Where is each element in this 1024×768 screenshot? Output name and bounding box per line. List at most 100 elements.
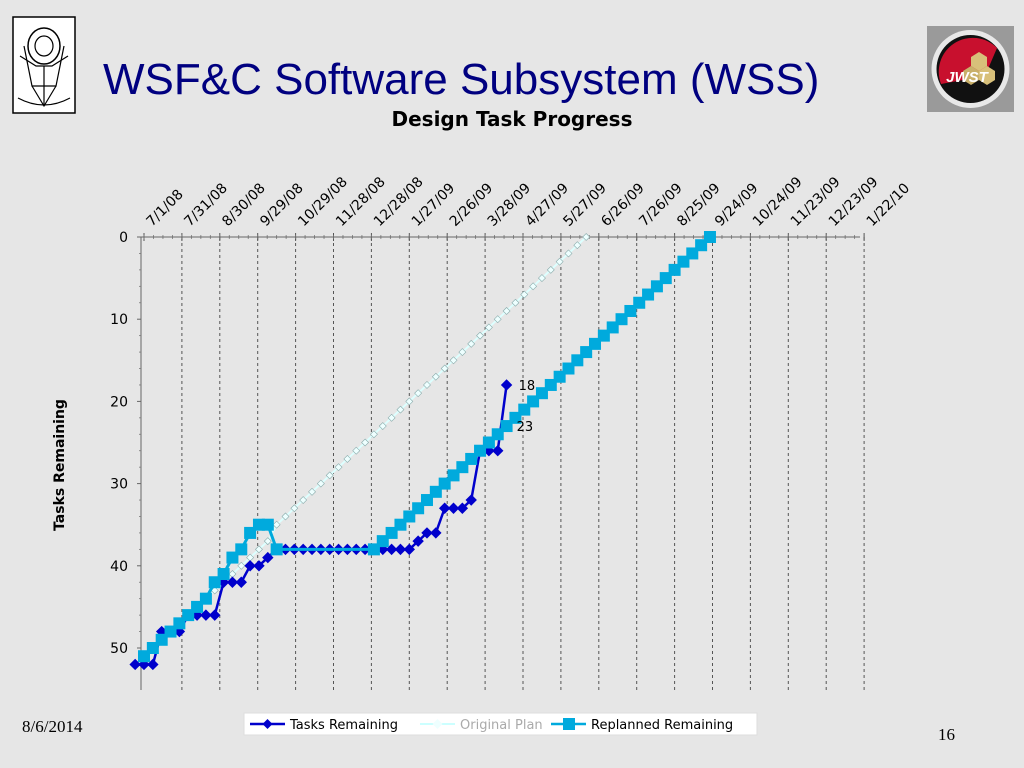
data-point xyxy=(564,249,573,258)
y-axis-tick-labels: 0 10 20 30 40 50 xyxy=(110,230,128,657)
data-point xyxy=(262,551,274,564)
y-tick-label: 50 xyxy=(110,641,128,657)
data-point xyxy=(255,545,263,554)
data-point xyxy=(456,502,469,514)
data-point xyxy=(352,446,361,455)
data-point xyxy=(394,543,407,556)
data-point xyxy=(538,274,546,283)
jwst-logo-text: JWST xyxy=(946,69,990,86)
data-point xyxy=(147,658,159,671)
jwst-logo-icon: JWST xyxy=(927,26,1014,112)
data-point xyxy=(414,389,423,398)
data-point xyxy=(200,609,212,621)
legend-label: Replanned Remaining xyxy=(591,718,733,733)
page-number: 16 xyxy=(938,725,955,744)
data-point xyxy=(421,527,433,539)
data-point xyxy=(492,445,504,457)
x-tick-label: 7/1/08 xyxy=(144,187,187,230)
data-point xyxy=(573,241,582,250)
y-tick-label: 10 xyxy=(110,312,128,328)
chart-series xyxy=(129,231,716,671)
data-point xyxy=(529,282,538,291)
data-point xyxy=(520,290,529,299)
data-point xyxy=(484,323,493,332)
data-point xyxy=(546,265,555,274)
x-axis-tick-labels: 7/1/087/31/088/30/089/29/0810/29/0811/28… xyxy=(144,174,914,230)
y-tick-label: 40 xyxy=(110,559,128,575)
data-point xyxy=(476,331,484,340)
data-point xyxy=(217,568,230,581)
data-point xyxy=(235,543,248,556)
data-point xyxy=(467,339,476,348)
data-point xyxy=(252,518,265,531)
data-point xyxy=(270,543,283,556)
legend-swatch-marker xyxy=(262,719,273,729)
data-point xyxy=(316,479,325,488)
legend-swatch-marker xyxy=(432,719,443,729)
data-point xyxy=(325,471,334,480)
y-axis-label: Tasks Remaining xyxy=(52,399,68,531)
data-point xyxy=(261,518,274,531)
data-point xyxy=(226,576,239,588)
data-point xyxy=(458,348,467,357)
data-point xyxy=(129,658,141,671)
data-point xyxy=(244,560,256,572)
telescope-logo-icon xyxy=(12,16,76,114)
data-point xyxy=(253,560,265,572)
data-point xyxy=(334,463,343,472)
data-point xyxy=(199,592,212,605)
legend-label: Original Plan xyxy=(460,718,543,733)
chart-title: Design Task Progress xyxy=(392,107,633,131)
slide-title: WSF&C Software Subsystem (WSS) xyxy=(103,55,820,104)
legend-item: Original Plan xyxy=(420,718,543,733)
data-point xyxy=(440,364,449,373)
data-point xyxy=(209,609,221,621)
data-point xyxy=(385,543,398,556)
legend-label: Tasks Remaining xyxy=(289,718,398,733)
data-point xyxy=(423,381,431,389)
plot-area xyxy=(141,237,860,690)
data-point xyxy=(703,231,716,243)
y-tick-label: 0 xyxy=(119,230,128,246)
data-point xyxy=(438,502,451,514)
data-point xyxy=(235,576,247,588)
data-point xyxy=(281,512,290,521)
data-point xyxy=(290,504,299,513)
data-point xyxy=(237,561,246,570)
chart-legend: Tasks Remaining Original Plan Replanned Re… xyxy=(243,712,758,736)
data-point xyxy=(502,307,511,315)
data-point xyxy=(403,543,416,556)
data-point xyxy=(370,430,378,439)
data-point xyxy=(272,520,281,529)
data-point xyxy=(387,413,396,422)
data-point xyxy=(449,356,458,365)
data-point xyxy=(403,510,416,523)
data-point xyxy=(263,537,272,546)
y-tick-label: 30 xyxy=(110,477,128,493)
footer-date: 8/6/2014 xyxy=(22,717,83,736)
data-point xyxy=(447,502,460,514)
data-point xyxy=(396,405,405,414)
data-point xyxy=(361,438,370,447)
data-point xyxy=(511,298,520,307)
data-point xyxy=(299,496,308,504)
tasks-remaining-end-label: 18 xyxy=(519,379,536,394)
data-point xyxy=(343,455,352,463)
data-point xyxy=(430,527,442,539)
chart-axes xyxy=(137,233,865,690)
data-point xyxy=(500,379,513,391)
data-point xyxy=(465,494,477,506)
data-point xyxy=(405,397,414,406)
data-point xyxy=(582,233,591,241)
data-point xyxy=(493,315,502,324)
data-point xyxy=(412,535,424,547)
legend-item: Replanned Remaining xyxy=(551,718,733,733)
series-replanned-remaining xyxy=(138,231,716,663)
data-point xyxy=(431,372,440,381)
replanned-remaining-label: 23 xyxy=(517,420,534,435)
chart-gridlines xyxy=(141,237,865,690)
y-tick-label: 20 xyxy=(110,394,128,410)
data-point xyxy=(308,487,316,496)
